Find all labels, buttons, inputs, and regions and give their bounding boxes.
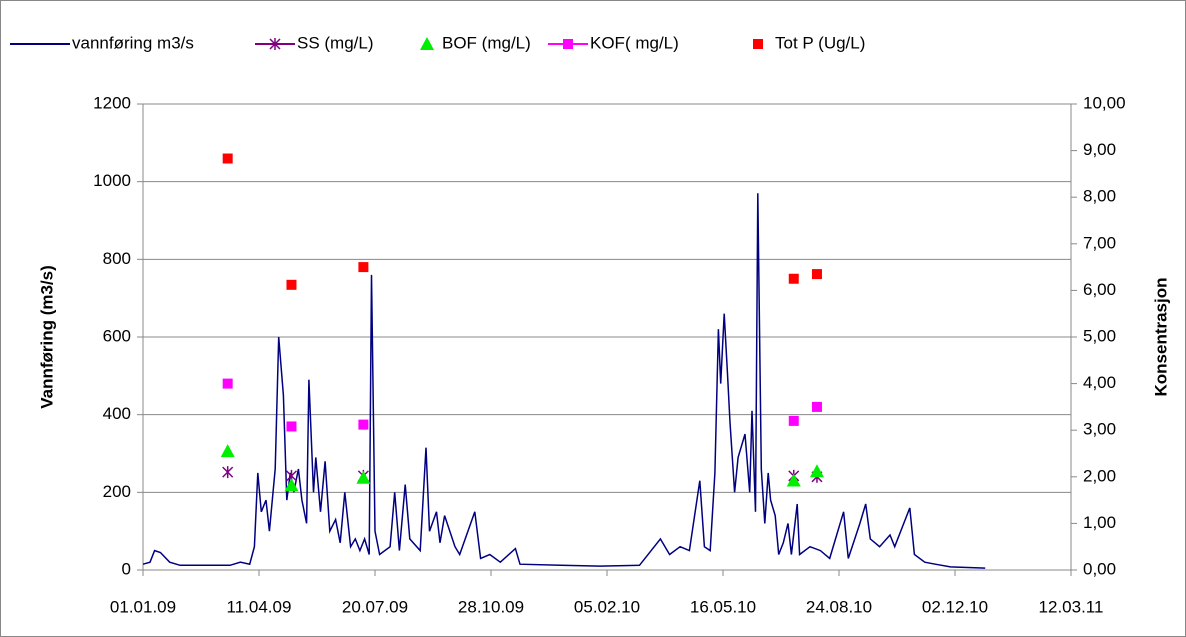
y2-tick-label: 1,00	[1083, 513, 1116, 532]
y-tick-label: 1200	[93, 93, 131, 112]
marker	[222, 153, 233, 164]
marker	[420, 37, 434, 50]
x-tick-label: 16.05.10	[690, 597, 756, 616]
y2-tick-label: 5,00	[1083, 326, 1116, 345]
marker	[786, 473, 801, 487]
legend-label: BOF (mg/L)	[442, 33, 531, 52]
x-tick-label: 28.10.09	[458, 597, 524, 616]
x-tick-label: 24.08.10	[806, 597, 872, 616]
marker	[358, 419, 369, 430]
x-tick-label: 02.12.10	[922, 597, 988, 616]
y2-axis-title: Konsentrasjon	[1151, 277, 1170, 396]
y2-tick-label: 0,00	[1083, 559, 1116, 578]
marker	[222, 466, 234, 479]
y-tick-label: 800	[103, 249, 131, 268]
marker	[809, 464, 824, 478]
y2-tick-label: 4,00	[1083, 373, 1116, 392]
y2-tick-label: 10,00	[1083, 93, 1126, 112]
y-tick-label: 200	[103, 482, 131, 501]
marker	[284, 478, 299, 492]
marker	[563, 39, 573, 49]
y2-tick-label: 8,00	[1083, 187, 1116, 206]
y-tick-label: 600	[103, 326, 131, 345]
y-tick-label: 400	[103, 404, 131, 423]
y2-tick-label: 2,00	[1083, 466, 1116, 485]
marker	[269, 38, 281, 50]
x-tick-label: 11.04.09	[227, 597, 292, 616]
x-tick-label: 05.02.10	[574, 597, 640, 616]
marker	[222, 378, 233, 389]
marker	[356, 470, 371, 484]
x-tick-label: 20.07.09	[342, 597, 408, 616]
legend-label: KOF( mg/L)	[590, 33, 679, 52]
marker	[753, 39, 763, 49]
x-tick-label: 12.03.11	[1039, 597, 1104, 616]
y-tick-label: 0	[122, 559, 131, 578]
y2-tick-label: 7,00	[1083, 233, 1116, 252]
marker	[788, 415, 799, 426]
y2-tick-label: 9,00	[1083, 140, 1116, 159]
y-tick-label: 1000	[93, 171, 131, 190]
marker	[811, 401, 822, 412]
marker	[220, 444, 235, 458]
marker	[286, 421, 297, 432]
x-tick-label: 01.01.09	[110, 597, 176, 616]
marker	[286, 279, 297, 290]
marker	[788, 273, 799, 284]
marker	[358, 262, 369, 273]
y2-tick-label: 3,00	[1083, 420, 1116, 439]
marker	[811, 269, 822, 280]
legend-label: SS (mg/L)	[297, 33, 374, 52]
legend-label: vannføring m3/s	[72, 33, 194, 52]
y2-tick-label: 6,00	[1083, 280, 1116, 299]
legend-label: Tot P (Ug/L)	[775, 33, 865, 52]
y-axis-title: Vannføring (m3/s)	[37, 265, 56, 409]
